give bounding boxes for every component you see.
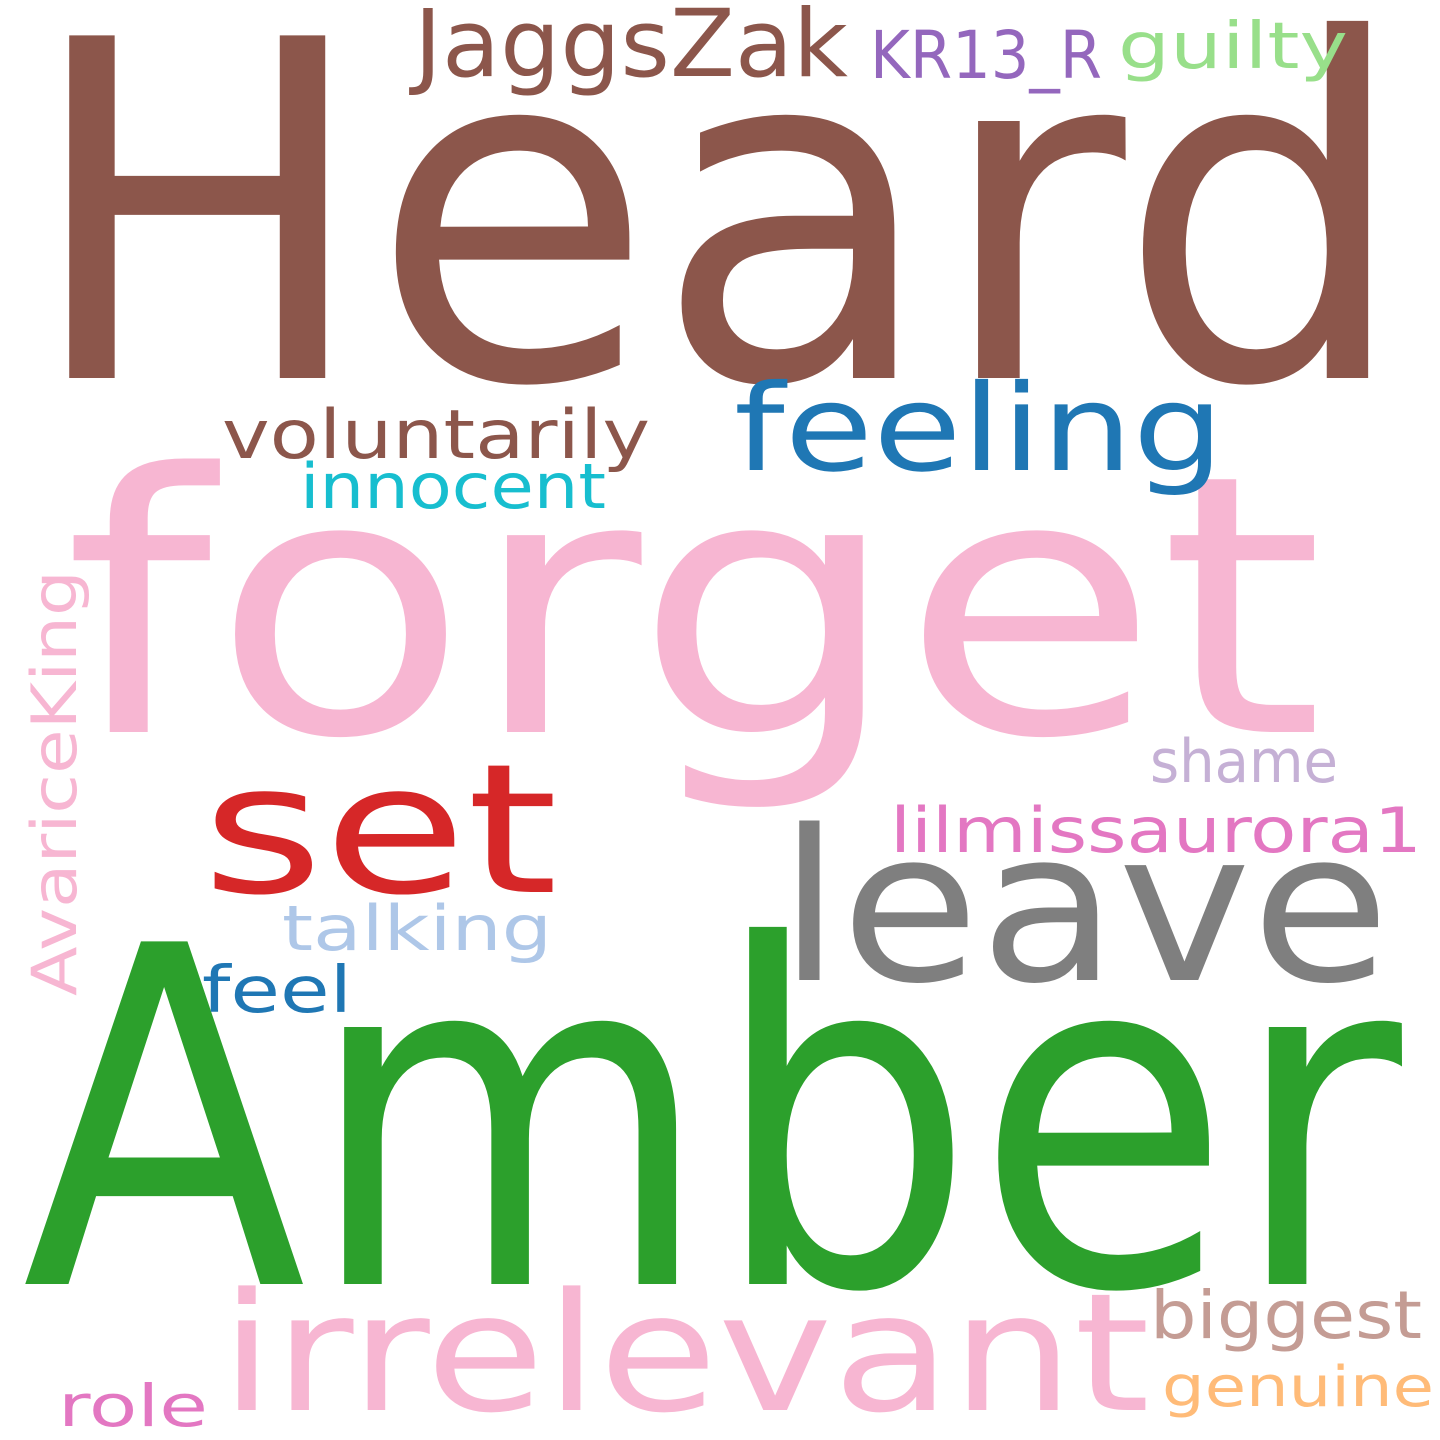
word-talking: talking xyxy=(282,892,552,965)
word-innocent: innocent xyxy=(300,450,606,523)
word-set: set xyxy=(202,726,558,935)
word-lilmissaurora1: lilmissaurora1 xyxy=(890,794,1422,867)
word-heard: Heard xyxy=(24,0,1410,489)
word-shame: shame xyxy=(1150,727,1338,797)
word-genuine: genuine xyxy=(1162,1355,1434,1420)
word-leave: leave xyxy=(778,785,1390,1030)
word-jaggszak: JaggsZak xyxy=(409,0,849,99)
word-amber: Amber xyxy=(22,848,1406,1395)
word-voluntarily: voluntarily xyxy=(222,396,650,475)
word-avariceking: AvariceKing xyxy=(18,570,91,996)
word-irrelevant: irrelevant xyxy=(220,1258,1150,1440)
word-feel: feel xyxy=(202,954,352,1028)
word-feeling: feeling xyxy=(734,360,1224,499)
word-biggest: biggest xyxy=(1150,1277,1422,1354)
word-forget: forget xyxy=(64,398,1324,817)
word-kr13-r: KR13_R xyxy=(870,17,1102,94)
word-guilty: guilty xyxy=(1118,10,1348,84)
word-role: role xyxy=(58,1372,208,1440)
